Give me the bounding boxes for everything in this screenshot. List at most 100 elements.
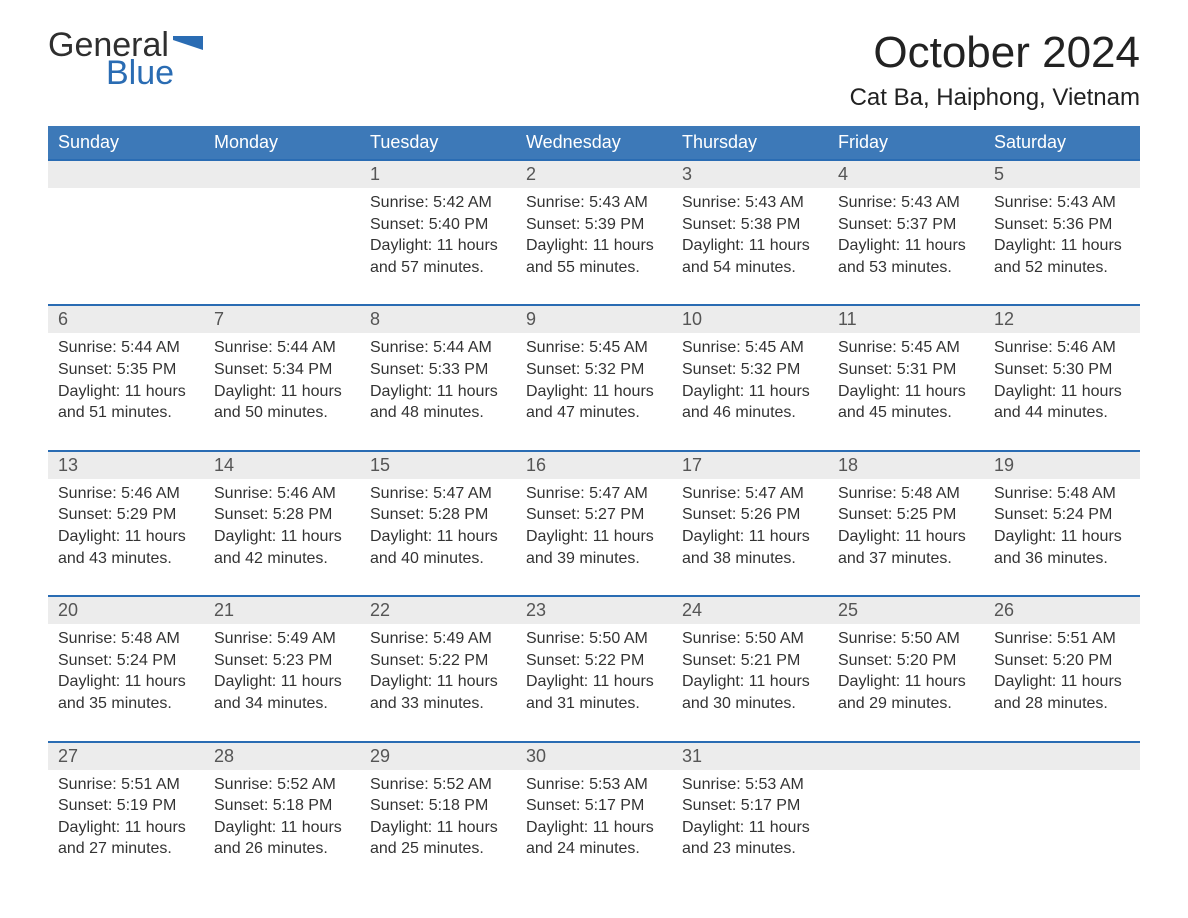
day-number-row: 12345 <box>48 161 1140 188</box>
day-number-row: 13141516171819 <box>48 452 1140 479</box>
day-details: Sunrise: 5:47 AM Sunset: 5:26 PM Dayligh… <box>682 483 818 569</box>
day-cell: Sunrise: 5:45 AM Sunset: 5:31 PM Dayligh… <box>828 333 984 449</box>
day-cell <box>828 770 984 886</box>
day-cell: Sunrise: 5:53 AM Sunset: 5:17 PM Dayligh… <box>672 770 828 886</box>
day-body-row: Sunrise: 5:48 AM Sunset: 5:24 PM Dayligh… <box>48 624 1140 740</box>
week: 20212223242526Sunrise: 5:48 AM Sunset: 5… <box>48 595 1140 740</box>
day-details: Sunrise: 5:51 AM Sunset: 5:19 PM Dayligh… <box>58 774 194 860</box>
day-number: 2 <box>516 161 672 188</box>
day-number: 17 <box>672 452 828 479</box>
location: Cat Ba, Haiphong, Vietnam <box>850 84 1140 112</box>
day-cell: Sunrise: 5:47 AM Sunset: 5:28 PM Dayligh… <box>360 479 516 595</box>
dow-cell: Thursday <box>672 126 828 159</box>
title-block: October 2024 Cat Ba, Haiphong, Vietnam <box>850 28 1140 112</box>
dow-cell: Wednesday <box>516 126 672 159</box>
day-details: Sunrise: 5:50 AM Sunset: 5:22 PM Dayligh… <box>526 628 662 714</box>
flag-icon <box>173 36 203 56</box>
day-cell: Sunrise: 5:50 AM Sunset: 5:20 PM Dayligh… <box>828 624 984 740</box>
month-title: October 2024 <box>850 28 1140 78</box>
weeks-container: 12345 Sunrise: 5:42 AM Sunset: 5:40 PM Da… <box>48 159 1140 886</box>
day-number: 24 <box>672 597 828 624</box>
day-number: 31 <box>672 743 828 770</box>
day-number: 8 <box>360 306 516 333</box>
day-details: Sunrise: 5:52 AM Sunset: 5:18 PM Dayligh… <box>370 774 506 860</box>
day-number: 14 <box>204 452 360 479</box>
day-details: Sunrise: 5:49 AM Sunset: 5:23 PM Dayligh… <box>214 628 350 714</box>
day-details: Sunrise: 5:46 AM Sunset: 5:30 PM Dayligh… <box>994 337 1130 423</box>
day-number: 21 <box>204 597 360 624</box>
day-number: 1 <box>360 161 516 188</box>
dow-cell: Tuesday <box>360 126 516 159</box>
day-number <box>204 161 360 188</box>
day-number: 5 <box>984 161 1140 188</box>
day-of-week-header: SundayMondayTuesdayWednesdayThursdayFrid… <box>48 126 1140 159</box>
day-cell: Sunrise: 5:46 AM Sunset: 5:30 PM Dayligh… <box>984 333 1140 449</box>
calendar: SundayMondayTuesdayWednesdayThursdayFrid… <box>48 126 1140 886</box>
day-cell: Sunrise: 5:43 AM Sunset: 5:39 PM Dayligh… <box>516 188 672 304</box>
header: General Blue October 2024 Cat Ba, Haipho… <box>48 28 1140 112</box>
dow-cell: Sunday <box>48 126 204 159</box>
day-number: 27 <box>48 743 204 770</box>
day-cell: Sunrise: 5:46 AM Sunset: 5:29 PM Dayligh… <box>48 479 204 595</box>
day-cell: Sunrise: 5:44 AM Sunset: 5:34 PM Dayligh… <box>204 333 360 449</box>
day-details: Sunrise: 5:42 AM Sunset: 5:40 PM Dayligh… <box>370 192 506 278</box>
logo-text-blue: Blue <box>106 56 203 90</box>
day-number <box>984 743 1140 770</box>
day-details: Sunrise: 5:45 AM Sunset: 5:32 PM Dayligh… <box>682 337 818 423</box>
day-cell: Sunrise: 5:52 AM Sunset: 5:18 PM Dayligh… <box>204 770 360 886</box>
day-number: 29 <box>360 743 516 770</box>
day-number: 22 <box>360 597 516 624</box>
day-details: Sunrise: 5:43 AM Sunset: 5:36 PM Dayligh… <box>994 192 1130 278</box>
day-details: Sunrise: 5:48 AM Sunset: 5:24 PM Dayligh… <box>994 483 1130 569</box>
day-body-row: Sunrise: 5:44 AM Sunset: 5:35 PM Dayligh… <box>48 333 1140 449</box>
day-body-row: Sunrise: 5:51 AM Sunset: 5:19 PM Dayligh… <box>48 770 1140 886</box>
day-details: Sunrise: 5:50 AM Sunset: 5:20 PM Dayligh… <box>838 628 974 714</box>
day-cell: Sunrise: 5:53 AM Sunset: 5:17 PM Dayligh… <box>516 770 672 886</box>
day-number-row: 6789101112 <box>48 306 1140 333</box>
day-cell: Sunrise: 5:43 AM Sunset: 5:38 PM Dayligh… <box>672 188 828 304</box>
day-details: Sunrise: 5:45 AM Sunset: 5:32 PM Dayligh… <box>526 337 662 423</box>
day-details: Sunrise: 5:43 AM Sunset: 5:37 PM Dayligh… <box>838 192 974 278</box>
day-cell: Sunrise: 5:48 AM Sunset: 5:24 PM Dayligh… <box>984 479 1140 595</box>
day-cell <box>204 188 360 304</box>
day-number: 23 <box>516 597 672 624</box>
day-number: 12 <box>984 306 1140 333</box>
day-cell <box>48 188 204 304</box>
week: 13141516171819Sunrise: 5:46 AM Sunset: 5… <box>48 450 1140 595</box>
day-cell: Sunrise: 5:45 AM Sunset: 5:32 PM Dayligh… <box>672 333 828 449</box>
day-number <box>48 161 204 188</box>
day-details: Sunrise: 5:53 AM Sunset: 5:17 PM Dayligh… <box>526 774 662 860</box>
day-number: 28 <box>204 743 360 770</box>
dow-cell: Monday <box>204 126 360 159</box>
day-cell <box>984 770 1140 886</box>
day-number: 11 <box>828 306 984 333</box>
day-number: 25 <box>828 597 984 624</box>
day-details: Sunrise: 5:47 AM Sunset: 5:28 PM Dayligh… <box>370 483 506 569</box>
day-number: 10 <box>672 306 828 333</box>
day-details: Sunrise: 5:47 AM Sunset: 5:27 PM Dayligh… <box>526 483 662 569</box>
day-details: Sunrise: 5:44 AM Sunset: 5:34 PM Dayligh… <box>214 337 350 423</box>
day-cell: Sunrise: 5:52 AM Sunset: 5:18 PM Dayligh… <box>360 770 516 886</box>
day-cell: Sunrise: 5:43 AM Sunset: 5:36 PM Dayligh… <box>984 188 1140 304</box>
day-number: 16 <box>516 452 672 479</box>
day-details: Sunrise: 5:43 AM Sunset: 5:39 PM Dayligh… <box>526 192 662 278</box>
week: 12345 Sunrise: 5:42 AM Sunset: 5:40 PM Da… <box>48 159 1140 304</box>
day-cell: Sunrise: 5:50 AM Sunset: 5:22 PM Dayligh… <box>516 624 672 740</box>
week: 6789101112Sunrise: 5:44 AM Sunset: 5:35 … <box>48 304 1140 449</box>
day-details: Sunrise: 5:48 AM Sunset: 5:25 PM Dayligh… <box>838 483 974 569</box>
day-number: 13 <box>48 452 204 479</box>
day-cell: Sunrise: 5:44 AM Sunset: 5:35 PM Dayligh… <box>48 333 204 449</box>
dow-cell: Friday <box>828 126 984 159</box>
day-cell: Sunrise: 5:44 AM Sunset: 5:33 PM Dayligh… <box>360 333 516 449</box>
day-number: 9 <box>516 306 672 333</box>
day-details: Sunrise: 5:44 AM Sunset: 5:33 PM Dayligh… <box>370 337 506 423</box>
day-details: Sunrise: 5:43 AM Sunset: 5:38 PM Dayligh… <box>682 192 818 278</box>
day-number: 20 <box>48 597 204 624</box>
day-details: Sunrise: 5:48 AM Sunset: 5:24 PM Dayligh… <box>58 628 194 714</box>
day-body-row: Sunrise: 5:46 AM Sunset: 5:29 PM Dayligh… <box>48 479 1140 595</box>
day-cell: Sunrise: 5:48 AM Sunset: 5:24 PM Dayligh… <box>48 624 204 740</box>
day-cell: Sunrise: 5:51 AM Sunset: 5:19 PM Dayligh… <box>48 770 204 886</box>
day-details: Sunrise: 5:50 AM Sunset: 5:21 PM Dayligh… <box>682 628 818 714</box>
day-number: 6 <box>48 306 204 333</box>
day-cell: Sunrise: 5:47 AM Sunset: 5:27 PM Dayligh… <box>516 479 672 595</box>
